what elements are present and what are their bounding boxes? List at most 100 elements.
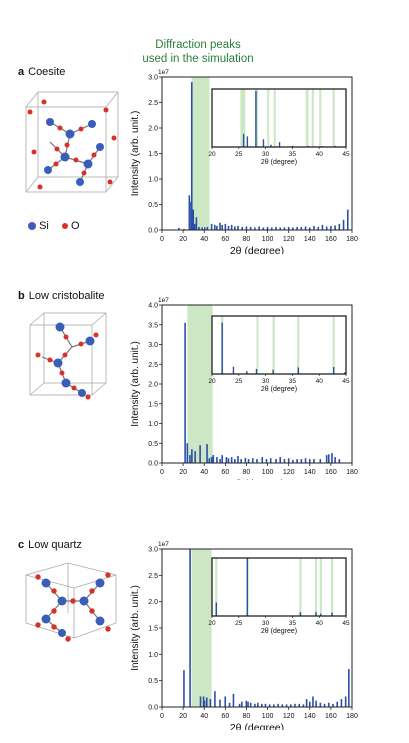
inset-diffraction-peak [320, 613, 322, 616]
inset-diffraction-peak [315, 612, 317, 616]
x-tick-label: 140 [304, 236, 316, 243]
inset-simulation-band [330, 558, 334, 616]
diffraction-peak [304, 226, 307, 230]
diffraction-peak [327, 702, 330, 707]
diffraction-peak [266, 226, 269, 230]
inset-simulation-band [272, 316, 275, 374]
low-cristobalite-xrd-chart: 0 20 40 60 80 100 120 140 160 180 0.0 0.5 1.0 1.5 2.0 2… [130, 297, 358, 480]
diffraction-peak [202, 696, 205, 707]
x-tick-label: 120 [283, 236, 295, 243]
x-tick-label: 120 [283, 469, 295, 476]
quartz-structure-image [25, 562, 117, 642]
diffraction-peak [315, 700, 317, 707]
x-tick-label: 100 [262, 469, 274, 476]
inset-x-tick-label: 25 [235, 378, 243, 385]
panel-c-name: Low quartz [28, 539, 82, 551]
y-exponent-label: 1e7 [158, 541, 169, 548]
inset-simulation-band [267, 89, 270, 147]
diffraction-peak [216, 457, 218, 463]
diffraction-peak [342, 219, 345, 230]
diffraction-peak [269, 458, 272, 463]
inset-simulation-band [240, 89, 246, 147]
inset-diffraction-peak [232, 366, 235, 374]
diffraction-peak [192, 209, 195, 230]
diffraction-peak [206, 444, 208, 463]
inset-x-tick-label: 40 [316, 151, 324, 158]
inset-frame [211, 88, 347, 148]
diffraction-peak [340, 699, 343, 707]
diffraction-peak [230, 224, 233, 230]
inset-x-tick-label: 30 [262, 378, 270, 385]
inset-simulation-band [311, 89, 314, 147]
x-tick-label: 40 [200, 236, 208, 243]
diffraction-peak [208, 458, 211, 463]
inset-x-tick-label: 45 [342, 620, 350, 627]
inset-diffraction-peak [332, 367, 335, 374]
inset-diffraction-peak [278, 142, 281, 147]
y-tick-label: 3.0 [148, 75, 158, 82]
inset-x-tick-label: 35 [289, 378, 297, 385]
diffraction-peak [348, 669, 350, 707]
inset-simulation-band [273, 89, 276, 147]
inset-x-tick-label: 20 [208, 151, 216, 158]
diffraction-peak [256, 459, 258, 463]
si-label: Si [39, 220, 49, 232]
diffraction-peak [178, 227, 180, 230]
panel-c-letter: c [18, 539, 25, 551]
diffraction-peak [264, 703, 267, 707]
x-tick-label: 160 [325, 236, 337, 243]
inset-frame [211, 557, 347, 617]
inset-x-tick-label: 30 [262, 620, 270, 627]
diffraction-peak [189, 201, 191, 230]
x-axis-title: 2θ (degree) [230, 722, 284, 730]
diffraction-peak [313, 459, 315, 463]
y-tick-label: 2.5 [148, 100, 158, 107]
y-tick-label: 3.0 [148, 547, 158, 554]
inset-diffraction-peak [242, 133, 245, 147]
y-tick-label: 1.5 [148, 151, 158, 158]
diffraction-peak [330, 225, 332, 230]
diffraction-peak [227, 225, 230, 230]
x-tick-label: 180 [346, 713, 358, 720]
diffraction-peak [338, 459, 341, 463]
cristobalite-structure-image [29, 312, 107, 400]
diffraction-peak [313, 225, 315, 230]
o-label: O [70, 220, 80, 232]
diffraction-peak [205, 697, 208, 707]
diffraction-peak [275, 459, 277, 463]
diffraction-peak [321, 224, 324, 230]
diffraction-peak [183, 228, 185, 230]
diffraction-peak [186, 443, 189, 463]
y-tick-label: 1.0 [148, 652, 158, 659]
diffraction-peak [275, 226, 277, 230]
x-tick-label: 160 [325, 713, 337, 720]
y-tick-label: 0.5 [148, 202, 158, 209]
y-axis-title: Intensity (arb. unit.) [130, 111, 141, 197]
inset-diffraction-peak [246, 136, 249, 147]
diffraction-peak [296, 226, 298, 230]
diffraction-peak [254, 227, 256, 230]
y-tick-label: 0.0 [148, 228, 158, 235]
diffraction-peak [191, 449, 193, 463]
x-tick-label: 0 [160, 236, 164, 243]
coesite-xrd-chart: 0 20 40 60 80 100 120 140 160 180 0.0 0.5 1.0 1.5 2.0 2… [130, 69, 358, 254]
diffraction-peak [241, 701, 243, 707]
diffraction-peak [300, 459, 303, 463]
inset-x-tick-label: 40 [316, 378, 324, 385]
diffraction-peak [232, 693, 235, 707]
diffraction-peak [245, 226, 248, 230]
panel-a-name: Coesite [28, 66, 66, 78]
simulation-peaks-note: Diffraction peaks used in the simulation [138, 38, 258, 66]
x-tick-label: 100 [262, 713, 274, 720]
x-tick-label: 20 [179, 713, 187, 720]
x-tick-label: 120 [283, 713, 295, 720]
diffraction-peak [285, 704, 288, 707]
x-tick-label: 100 [262, 236, 274, 243]
diffraction-peak [283, 459, 286, 463]
x-tick-label: 180 [346, 469, 358, 476]
diffraction-peak [198, 226, 200, 230]
diffraction-peak [251, 458, 254, 463]
diffraction-peak [262, 227, 265, 230]
diffraction-peak [237, 455, 239, 463]
diffraction-peak [261, 703, 263, 707]
